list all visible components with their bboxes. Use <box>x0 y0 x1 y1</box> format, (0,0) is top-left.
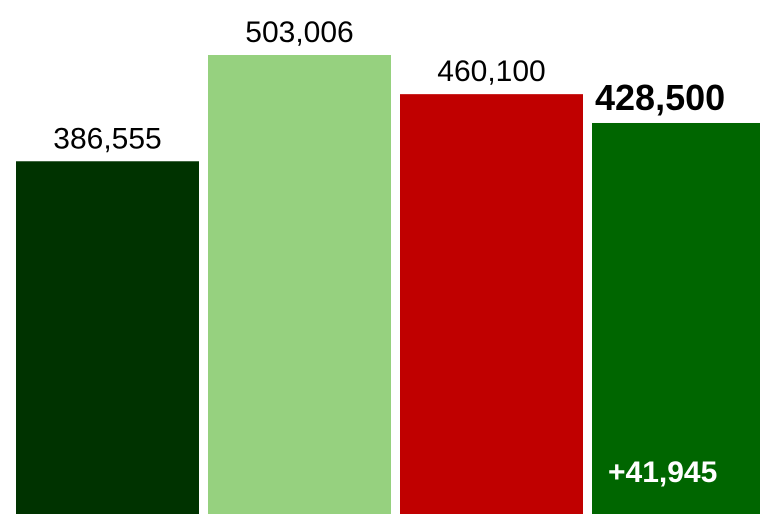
change-annotation: +41,945 <box>608 456 717 489</box>
bar-3 <box>400 94 583 515</box>
bar-1 <box>16 161 199 514</box>
value-label-4: 428,500 <box>595 77 725 118</box>
value-label-2: 503,006 <box>245 16 353 49</box>
value-label-3: 460,100 <box>437 55 545 88</box>
bar-4 <box>592 122 760 514</box>
bar-2 <box>208 55 391 514</box>
value-label-1: 386,555 <box>53 122 161 155</box>
